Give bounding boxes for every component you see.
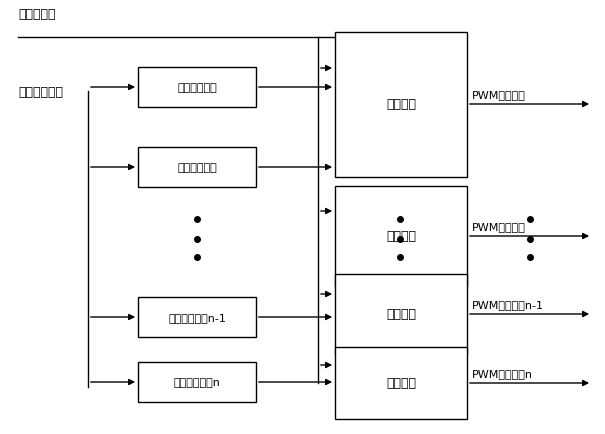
Text: 载波生成环节: 载波生成环节 <box>177 83 217 93</box>
Text: PWM输出信号n: PWM输出信号n <box>472 368 533 378</box>
Text: PWM输出信号: PWM输出信号 <box>472 90 526 100</box>
Text: PWM输出信号n-1: PWM输出信号n-1 <box>472 299 544 309</box>
Bar <box>335 347 467 419</box>
Text: 载波生成环节n: 载波生成环节n <box>174 377 220 387</box>
Text: 比较环节: 比较环节 <box>386 230 416 243</box>
Bar <box>335 33 467 178</box>
Text: 比较环节: 比较环节 <box>386 308 416 321</box>
Text: PWM输出信号: PWM输出信号 <box>472 221 526 231</box>
Text: 参考波信号: 参考波信号 <box>18 9 56 21</box>
Bar <box>138 148 256 187</box>
Text: 载波周期信号: 载波周期信号 <box>18 85 63 98</box>
Bar <box>335 274 467 354</box>
Bar <box>138 297 256 337</box>
Text: 载波生成环节: 载波生成环节 <box>177 163 217 173</box>
Text: 载波生成环节n-1: 载波生成环节n-1 <box>168 312 226 322</box>
Text: 比较环节: 比较环节 <box>386 377 416 390</box>
Bar <box>335 187 467 286</box>
Text: 比较环节: 比较环节 <box>386 98 416 111</box>
Bar <box>138 362 256 402</box>
Bar <box>138 68 256 108</box>
